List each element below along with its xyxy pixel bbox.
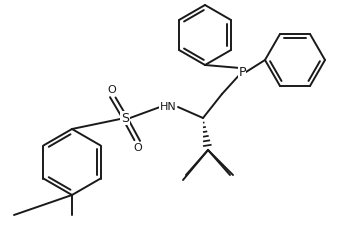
Text: S: S bbox=[121, 112, 129, 125]
Text: P: P bbox=[238, 65, 246, 79]
Text: HN: HN bbox=[160, 102, 176, 112]
Text: O: O bbox=[133, 143, 142, 153]
Text: O: O bbox=[108, 85, 116, 95]
